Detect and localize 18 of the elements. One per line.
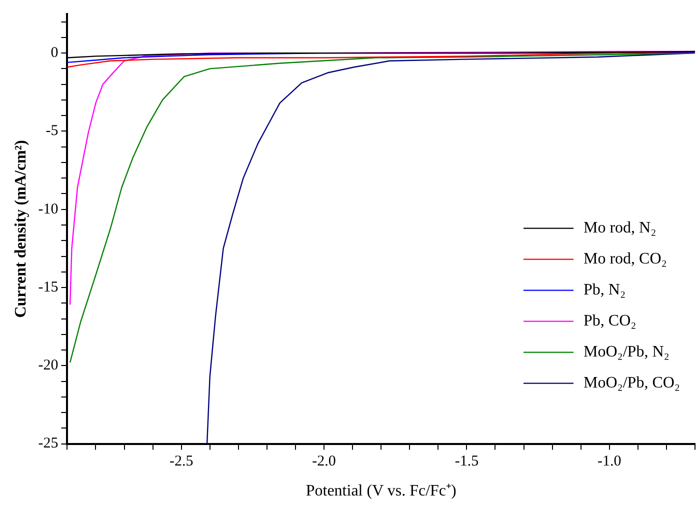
- x-axis-title: Potential (V vs. Fc/Fc⁺): [306, 482, 456, 500]
- legend-label: Mo rod, N₂: [583, 220, 656, 237]
- x-tick-label: -1.0: [598, 454, 622, 470]
- y-tick-label: -25: [38, 436, 58, 452]
- x-tick-label: -1.5: [454, 454, 479, 470]
- legend-label: Pb, CO₂: [583, 312, 636, 330]
- y-axis-title: Current density (mA/cm²): [12, 140, 30, 318]
- y-tick-label: -20: [38, 358, 58, 374]
- y-tick-label: -10: [38, 201, 58, 218]
- y-tick-label: 0: [50, 45, 58, 62]
- y-tick-label: -5: [46, 123, 58, 140]
- legend-label: MoO₂/Pb, CO₂: [583, 374, 680, 392]
- legend-label: Mo rod, CO₂: [583, 250, 667, 268]
- x-tick-label: -2.0: [312, 454, 336, 470]
- x-tick-label: -2.5: [169, 454, 194, 470]
- legend-label: Pb, N₂: [583, 282, 626, 299]
- y-tick-label: -15: [38, 279, 58, 296]
- legend-label: MoO₂/Pb, N₂: [583, 344, 670, 361]
